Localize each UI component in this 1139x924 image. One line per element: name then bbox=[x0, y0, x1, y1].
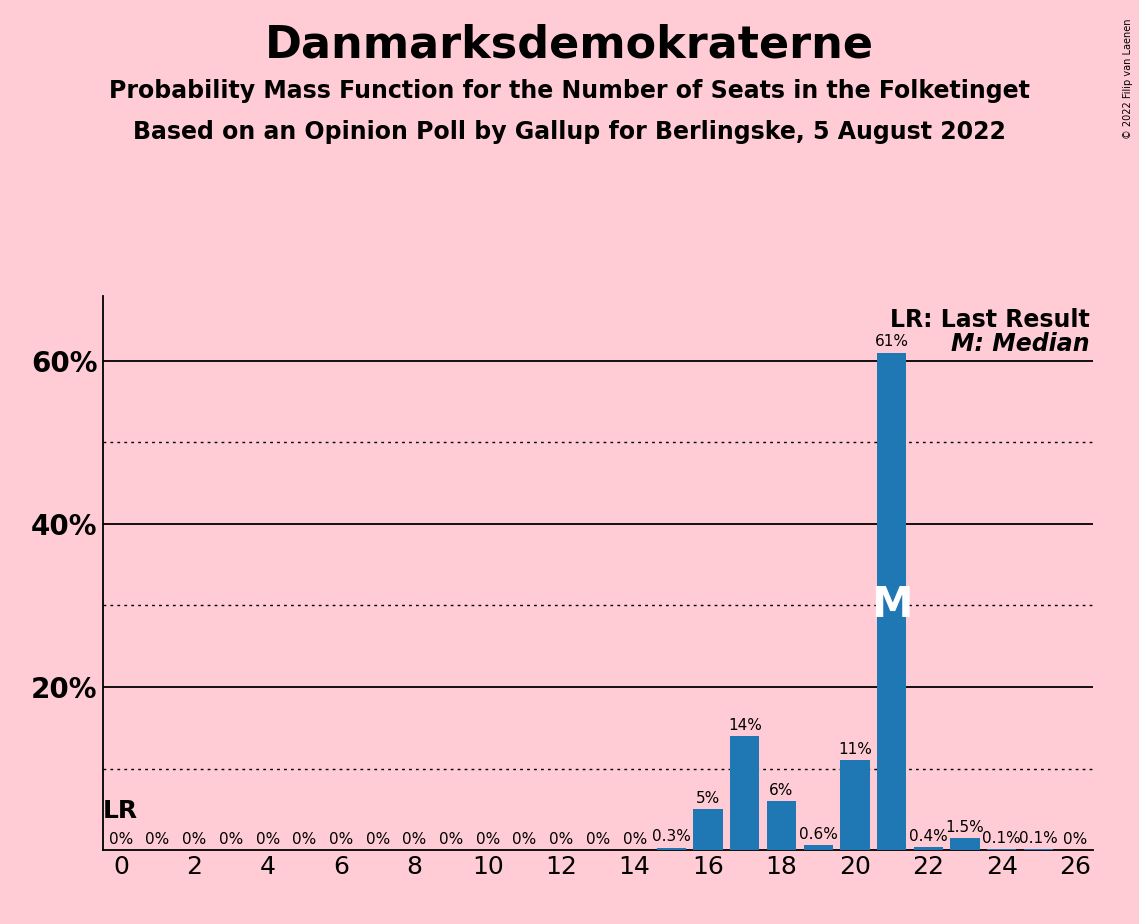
Text: 0%: 0% bbox=[476, 832, 500, 846]
Text: 0%: 0% bbox=[293, 832, 317, 846]
Text: 0%: 0% bbox=[255, 832, 280, 846]
Text: Danmarksdemokraterne: Danmarksdemokraterne bbox=[265, 23, 874, 67]
Text: 0.1%: 0.1% bbox=[982, 831, 1021, 846]
Bar bbox=[694, 809, 723, 850]
Text: 0.4%: 0.4% bbox=[909, 829, 948, 844]
Text: 0%: 0% bbox=[182, 832, 206, 846]
Text: 1.5%: 1.5% bbox=[945, 820, 984, 834]
Text: 5%: 5% bbox=[696, 791, 720, 806]
Text: 0%: 0% bbox=[549, 832, 573, 846]
Text: 0%: 0% bbox=[585, 832, 611, 846]
Bar bbox=[913, 846, 943, 850]
Text: 0%: 0% bbox=[402, 832, 427, 846]
Text: M: Median: M: Median bbox=[951, 333, 1090, 357]
Text: 61%: 61% bbox=[875, 334, 909, 349]
Text: 0.6%: 0.6% bbox=[798, 827, 837, 842]
Text: 0%: 0% bbox=[219, 832, 243, 846]
Bar bbox=[841, 760, 869, 850]
Text: 14%: 14% bbox=[728, 718, 762, 733]
Bar bbox=[767, 801, 796, 850]
Text: 0%: 0% bbox=[366, 832, 390, 846]
Text: 6%: 6% bbox=[769, 783, 794, 798]
Bar bbox=[730, 736, 760, 850]
Text: 0.3%: 0.3% bbox=[652, 830, 691, 845]
Text: LR: LR bbox=[103, 799, 138, 823]
Text: Based on an Opinion Poll by Gallup for Berlingske, 5 August 2022: Based on an Opinion Poll by Gallup for B… bbox=[133, 120, 1006, 144]
Text: 0%: 0% bbox=[513, 832, 536, 846]
Bar bbox=[657, 847, 686, 850]
Text: 0%: 0% bbox=[146, 832, 170, 846]
Text: M: M bbox=[871, 585, 912, 626]
Bar bbox=[877, 353, 907, 850]
Text: 0%: 0% bbox=[1063, 832, 1088, 846]
Text: 0%: 0% bbox=[108, 832, 133, 846]
Text: Probability Mass Function for the Number of Seats in the Folketinget: Probability Mass Function for the Number… bbox=[109, 79, 1030, 103]
Text: 0.1%: 0.1% bbox=[1019, 831, 1058, 846]
Text: © 2022 Filip van Laenen: © 2022 Filip van Laenen bbox=[1123, 18, 1133, 139]
Text: 0%: 0% bbox=[439, 832, 464, 846]
Text: 11%: 11% bbox=[838, 742, 871, 757]
Text: LR: Last Result: LR: Last Result bbox=[890, 308, 1090, 332]
Text: 0%: 0% bbox=[623, 832, 647, 846]
Bar bbox=[803, 845, 833, 850]
Text: 0%: 0% bbox=[329, 832, 353, 846]
Bar bbox=[950, 838, 980, 850]
